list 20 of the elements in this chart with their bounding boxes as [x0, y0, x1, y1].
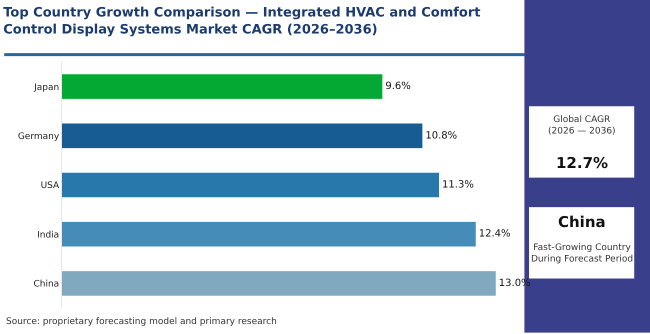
text: Fast-Growing Country During Forecast Period — [531, 243, 634, 265]
text: China — [558, 213, 606, 231]
data-label: 12.4% — [478, 228, 511, 240]
chart-title: Top Country Growth Comparison — Integrated HVAC and Comfort Control Display Systems Market CAGR (2026–2036) — [3, 6, 480, 38]
source-note: Source: proprietary forecasting model and primary research — [6, 317, 277, 327]
y-tick-label: India — [37, 230, 60, 240]
bar — [62, 271, 496, 296]
bar — [62, 124, 422, 148]
bar — [62, 74, 382, 99]
data-label: 10.8% — [425, 130, 458, 142]
y-tick-label: Germany — [18, 132, 60, 142]
bar — [62, 222, 476, 246]
data-label: 11.3% — [442, 180, 474, 190]
y-tick-label: China — [33, 280, 60, 290]
bar — [62, 172, 440, 198]
text: 12.7% — [556, 154, 608, 172]
data-label: 9.6% — [385, 81, 411, 92]
y-tick-label: USA — [40, 181, 60, 192]
text: Global CAGR (2026 — 2036) — [548, 115, 616, 137]
y-tick-label: Japan — [33, 82, 60, 93]
